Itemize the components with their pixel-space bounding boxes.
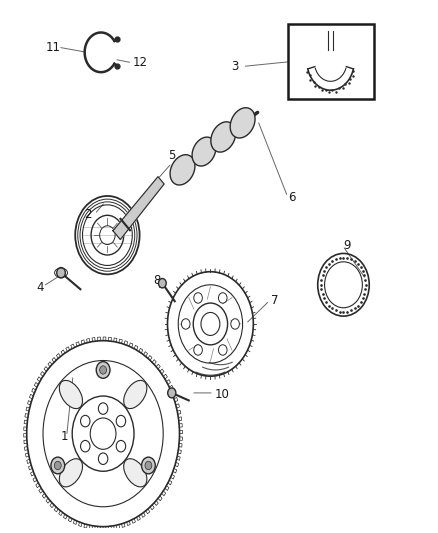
Text: 2: 2 xyxy=(84,208,91,221)
Circle shape xyxy=(100,366,106,374)
Circle shape xyxy=(141,457,155,474)
Circle shape xyxy=(145,461,152,470)
Circle shape xyxy=(194,293,202,303)
Circle shape xyxy=(81,440,90,452)
Ellipse shape xyxy=(159,279,166,288)
Text: 5: 5 xyxy=(168,149,176,162)
Ellipse shape xyxy=(60,381,82,409)
Text: 4: 4 xyxy=(36,281,44,294)
Text: 11: 11 xyxy=(45,41,60,54)
Circle shape xyxy=(194,345,202,355)
Circle shape xyxy=(219,345,227,355)
Text: 7: 7 xyxy=(271,294,278,307)
Circle shape xyxy=(116,415,126,427)
Ellipse shape xyxy=(124,459,147,487)
Ellipse shape xyxy=(57,268,65,278)
Ellipse shape xyxy=(192,137,216,166)
Text: 10: 10 xyxy=(215,388,230,401)
Text: 1: 1 xyxy=(60,430,68,443)
Text: 6: 6 xyxy=(288,190,295,204)
Circle shape xyxy=(99,403,108,414)
Circle shape xyxy=(51,457,65,474)
Text: 12: 12 xyxy=(133,56,148,69)
Circle shape xyxy=(219,293,227,303)
Bar xyxy=(288,23,374,99)
Circle shape xyxy=(116,440,126,452)
Text: 3: 3 xyxy=(231,60,238,73)
Ellipse shape xyxy=(170,155,195,185)
Ellipse shape xyxy=(230,108,255,138)
Ellipse shape xyxy=(168,388,176,398)
Circle shape xyxy=(54,461,61,470)
Text: 8: 8 xyxy=(153,274,160,287)
Circle shape xyxy=(231,319,240,329)
Circle shape xyxy=(81,415,90,427)
Circle shape xyxy=(181,319,190,329)
Circle shape xyxy=(96,361,110,378)
Polygon shape xyxy=(113,176,164,239)
Text: 9: 9 xyxy=(343,239,351,252)
Ellipse shape xyxy=(124,381,147,409)
Circle shape xyxy=(99,453,108,464)
Ellipse shape xyxy=(60,459,82,487)
Ellipse shape xyxy=(211,122,236,152)
